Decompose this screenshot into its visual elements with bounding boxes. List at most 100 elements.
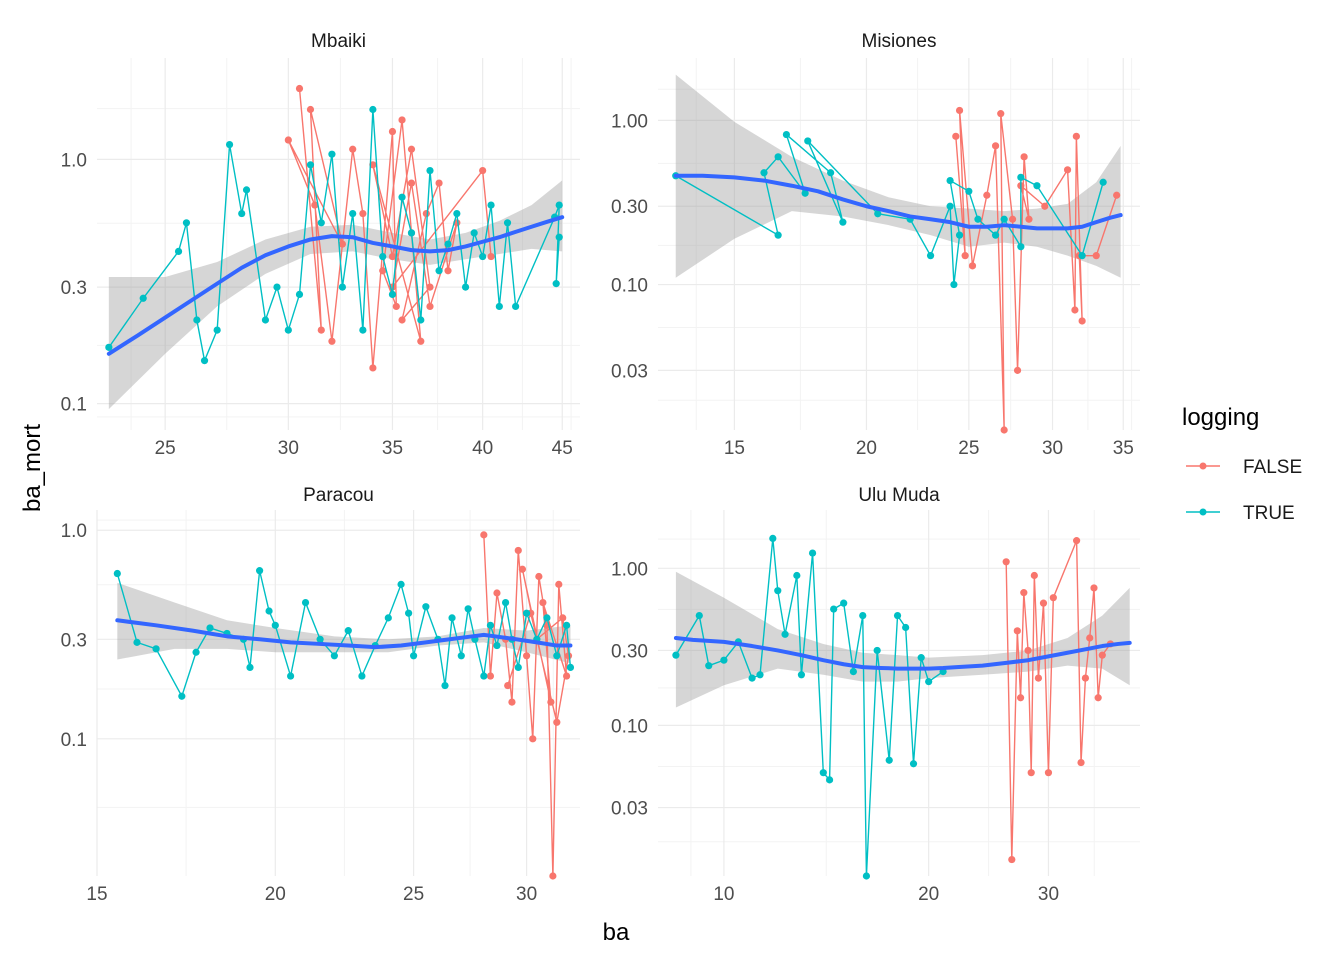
data-point <box>873 646 881 655</box>
data-point <box>1078 252 1086 260</box>
series-true <box>672 534 947 880</box>
data-point <box>392 302 400 311</box>
data-point <box>549 872 557 880</box>
x-tick-label: 35 <box>382 438 403 459</box>
y-tick-label: 1.0 <box>61 521 87 542</box>
data-point <box>242 186 251 194</box>
x-tick-label: 30 <box>1042 438 1063 459</box>
data-point <box>756 671 764 679</box>
data-point <box>273 283 281 291</box>
data-point <box>825 776 834 784</box>
data-point <box>426 283 434 291</box>
data-point <box>522 652 531 660</box>
data-point <box>493 641 501 650</box>
legend-false-label: FALSE <box>1243 457 1302 478</box>
data-point <box>1025 215 1033 223</box>
data-point <box>917 654 925 662</box>
data-point <box>808 549 817 557</box>
legend-title: logging <box>1182 404 1259 431</box>
data-point <box>193 316 201 324</box>
series-true <box>105 105 563 365</box>
data-point <box>453 209 461 218</box>
x-tick-label: 20 <box>856 438 877 459</box>
legend-true-label: TRUE <box>1243 503 1295 524</box>
x-tick-label: 25 <box>403 884 424 905</box>
data-point <box>369 364 377 372</box>
data-point <box>504 681 512 690</box>
y-tick-label: 0.10 <box>611 716 648 737</box>
data-point <box>529 735 537 743</box>
x-axis-title: ba <box>603 919 630 946</box>
data-point <box>1013 627 1021 635</box>
panel-ulu-muda: Ulu Muda 10 20 30 0.03 0.10 0.30 1.00 <box>611 485 1140 905</box>
x-tick-label: 25 <box>958 438 979 459</box>
data-point <box>435 267 443 275</box>
series-line-false <box>955 110 1118 431</box>
data-point <box>479 166 487 175</box>
data-point <box>448 614 456 622</box>
panel-strip-title: Ulu Muda <box>858 485 940 506</box>
y-tick-label: 0.1 <box>61 730 87 751</box>
data-point <box>1024 646 1032 655</box>
data-point <box>501 598 510 607</box>
data-point <box>1077 758 1085 767</box>
data-point <box>543 614 551 622</box>
data-point <box>553 718 561 726</box>
data-point <box>1073 537 1081 545</box>
legend-false-point <box>1199 462 1207 470</box>
y-tick-label: 0.30 <box>611 197 648 218</box>
data-point <box>328 150 336 158</box>
data-point <box>479 252 487 261</box>
data-point <box>555 201 563 209</box>
data-point <box>955 231 964 239</box>
data-point <box>1034 674 1043 682</box>
data-point <box>295 290 304 299</box>
legend-true-point <box>1199 508 1207 516</box>
data-point <box>388 127 397 136</box>
data-point <box>261 316 270 324</box>
data-point <box>859 611 867 620</box>
data-point <box>495 302 503 311</box>
data-point <box>1044 769 1053 777</box>
data-point <box>1094 694 1102 702</box>
data-point <box>265 607 273 615</box>
data-point <box>295 84 304 93</box>
data-point <box>480 531 488 539</box>
data-point <box>457 652 465 660</box>
data-point <box>271 621 279 629</box>
data-point <box>1098 651 1106 659</box>
series-line-false <box>287 88 492 369</box>
data-point <box>317 219 325 227</box>
confidence-band <box>117 582 571 664</box>
x-tick-label: 40 <box>472 438 493 459</box>
data-point <box>461 283 470 291</box>
legend-item-true: TRUE <box>1186 503 1295 524</box>
data-point <box>819 769 827 777</box>
data-point <box>1086 634 1094 642</box>
y-tick-label: 1.0 <box>61 150 87 171</box>
data-point <box>555 580 563 588</box>
legend: logging FALSE TRUE <box>1182 404 1302 524</box>
data-point <box>178 692 186 700</box>
data-point <box>417 316 425 324</box>
series-true <box>672 130 1107 289</box>
data-point <box>1017 173 1025 181</box>
x-tick-label: 20 <box>265 884 286 905</box>
data-point <box>1113 191 1121 199</box>
data-point <box>950 280 958 289</box>
data-point <box>774 153 782 161</box>
data-point <box>493 589 501 597</box>
data-point <box>774 231 782 239</box>
data-point <box>849 668 857 676</box>
data-point <box>359 326 367 334</box>
data-point <box>547 698 555 706</box>
x-tick-label: 15 <box>724 438 745 459</box>
data-point <box>407 179 416 187</box>
panel-strip-title: Paracou <box>303 485 374 506</box>
data-point <box>317 326 325 334</box>
x-tick-label: 30 <box>516 884 537 905</box>
series-line-false <box>483 534 570 877</box>
data-point <box>470 229 478 237</box>
data-point <box>801 189 809 197</box>
data-point <box>316 635 324 643</box>
